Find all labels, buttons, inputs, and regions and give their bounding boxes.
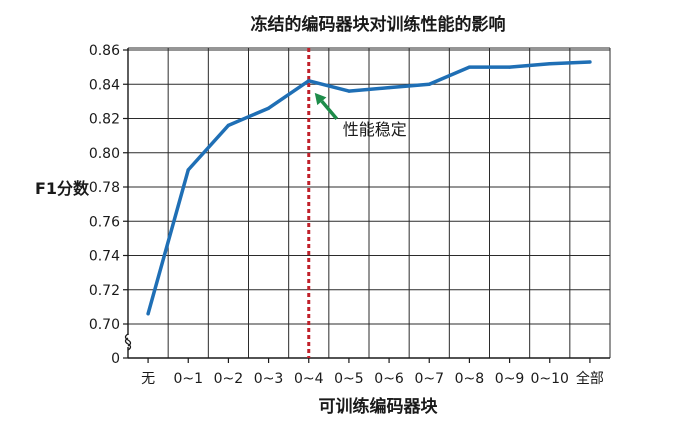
x-tick-label: 0~5 [334,371,364,387]
data-point [266,106,271,110]
data-point [588,60,592,64]
x-tick-label: 0~7 [414,371,444,387]
axis-break-icon [124,333,132,347]
y-tick-label: 0.74 [89,249,120,265]
annotation-layer: 性能稳定 [314,92,407,139]
data-point [226,123,231,127]
y-tick-label: 0.76 [89,214,120,230]
y-tick-label: 0.84 [89,77,120,93]
x-tick-label: 0~10 [531,371,569,387]
data-point [186,168,190,172]
x-tick-label: 0~8 [455,371,485,387]
x-tick-label: 0~6 [374,371,404,387]
x-tick-label: 0~3 [254,371,284,387]
data-point [507,65,512,69]
data-point [307,79,311,83]
x-tick-label: 0~2 [214,371,244,387]
axis-break-icon [124,337,132,351]
annotation-label: 性能稳定 [343,120,407,139]
y-tick-label: 0 [111,351,120,367]
grid [128,48,610,358]
arrow-head-icon [314,92,327,106]
x-tick-label: 全部 [576,370,604,387]
y-tick-label: 0.78 [89,180,120,196]
data-point [387,86,391,90]
series-line [146,60,592,316]
x-tick-label: 0~4 [294,371,324,387]
y-tick-label: 0.70 [89,317,120,333]
series-layer [146,60,592,316]
chart-title: 冻结的编码器块对训练性能的影响 [251,14,506,35]
y-tick-label: 0.80 [89,146,120,162]
data-point [347,89,351,93]
x-tick-label: 0~9 [495,371,525,387]
y-tick-label: 0.82 [89,112,120,128]
axes: 0 0.70 0.72 0.74 0.76 0.78 0.80 0.82 0.84 0.86 无 0~… [89,43,611,387]
data-point [146,312,150,316]
x-tick-label: 无 [141,371,155,387]
y-axis-label: F1分数 [35,179,90,198]
annotation-arrow [320,100,339,120]
y-tick-label: 0.72 [89,283,120,299]
data-point [548,62,552,66]
x-tick-label: 0~1 [173,371,203,387]
y-tick-label: 0.86 [89,43,120,59]
data-point [427,82,431,86]
x-axis-label: 可训练编码器块 [319,396,439,417]
data-point [467,65,472,69]
